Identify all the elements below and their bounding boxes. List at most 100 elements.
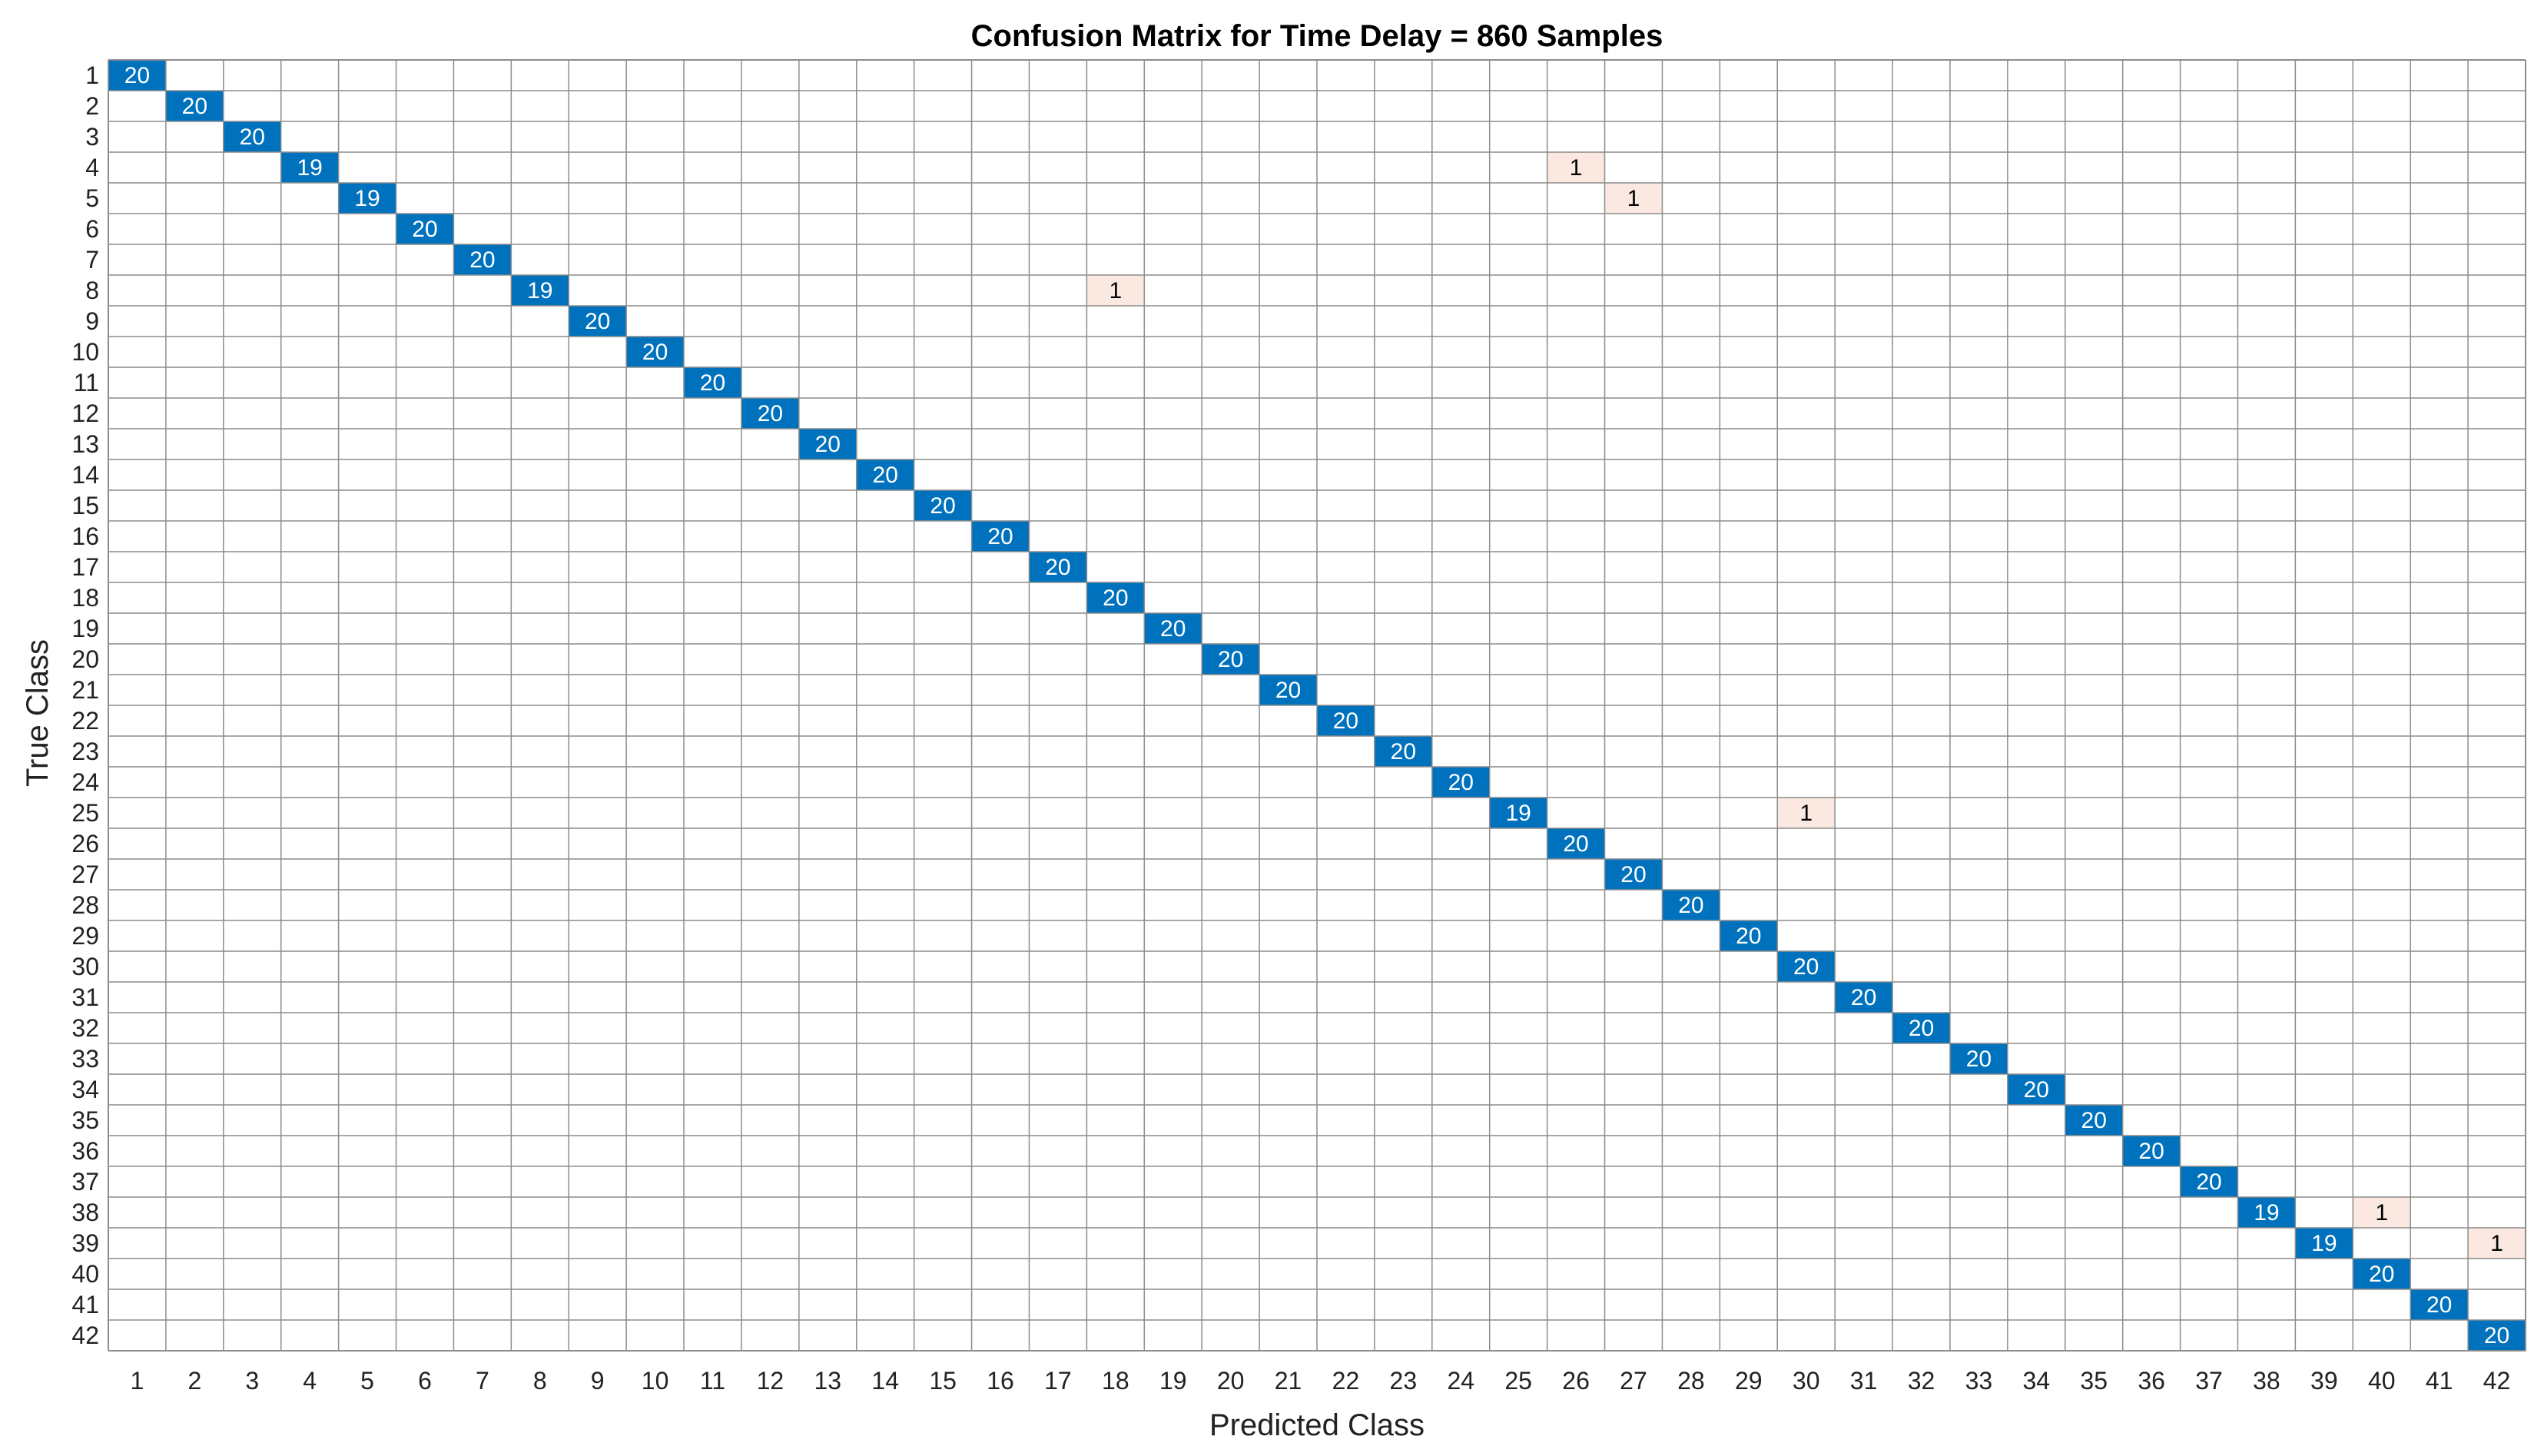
diagonal-cell [2007, 1074, 2065, 1105]
y-tick-label: 19 [71, 615, 99, 642]
x-tick-label: 3 [245, 1367, 259, 1395]
y-tick-label: 12 [71, 400, 99, 427]
x-tick-label: 23 [1390, 1367, 1418, 1395]
x-tick-label: 42 [2483, 1367, 2511, 1395]
diagonal-cell-value: 20 [1736, 924, 1761, 949]
error-cell-value: 1 [1799, 801, 1813, 826]
diagonal-cell [1202, 644, 1260, 675]
diagonal-cell [2353, 1259, 2411, 1289]
diagonal-cell [511, 275, 569, 306]
y-tick-label: 26 [71, 830, 99, 857]
x-tick-label: 33 [1965, 1367, 1993, 1395]
y-tick-label: 14 [71, 461, 99, 489]
y-tick-label: 6 [85, 215, 99, 243]
y-tick-label: 36 [71, 1137, 99, 1165]
diagonal-cell-value: 20 [1678, 893, 1703, 918]
diagonal-cell [1086, 582, 1145, 613]
diagonal-cell-value: 20 [2196, 1169, 2221, 1195]
x-axis-label: Predicted Class [1209, 1408, 1425, 1442]
diagonal-cell [1777, 951, 1836, 982]
diagonal-cell [1029, 552, 1087, 582]
diagonal-cell-value: 20 [2484, 1323, 2509, 1348]
y-tick-label: 17 [71, 553, 99, 581]
y-tick-label: 7 [85, 246, 99, 274]
y-tick-label: 32 [71, 1014, 99, 1042]
y-tick-label: 41 [71, 1291, 99, 1318]
y-tick-label: 25 [71, 799, 99, 827]
diagonal-cell-value: 20 [2369, 1262, 2394, 1287]
y-tick-label: 39 [71, 1229, 99, 1257]
diagonal-cell [338, 183, 396, 214]
y-tick-label: 15 [71, 492, 99, 519]
y-tick-label: 1 [85, 61, 99, 89]
diagonal-cell-value: 20 [182, 94, 207, 119]
diagonal-cell-value: 20 [585, 309, 610, 334]
diagonal-cell [223, 121, 281, 152]
x-tick-label: 7 [476, 1367, 489, 1395]
x-tick-label: 13 [814, 1367, 842, 1395]
x-tick-label: 39 [2310, 1367, 2338, 1395]
diagonal-cell-value: 20 [873, 463, 898, 488]
y-tick-label: 30 [71, 953, 99, 980]
x-tick-label: 1 [131, 1367, 144, 1395]
diagonal-cell [684, 367, 741, 398]
diagonal-cell [2065, 1105, 2123, 1136]
diagonal-cell-value: 20 [815, 432, 841, 457]
diagonal-cell [1374, 736, 1432, 767]
y-tick-label: 29 [71, 922, 99, 950]
x-tick-label: 32 [1908, 1367, 1935, 1395]
y-tick-label: 8 [85, 277, 99, 304]
diagonal-cell [1547, 828, 1605, 859]
diagonal-cell-value: 20 [469, 247, 495, 273]
y-axis-ticks: 1234567891011121314151617181920212223242… [71, 61, 99, 1349]
diagonal-cell [569, 306, 627, 337]
diagonal-cell-value: 20 [1391, 739, 1416, 764]
diagonal-cell [2122, 1136, 2181, 1166]
diagonal-cell [856, 459, 914, 490]
y-tick-label: 24 [71, 768, 99, 796]
y-tick-label: 22 [71, 707, 99, 735]
diagonal-cell-value: 20 [2426, 1292, 2452, 1318]
diagonal-cell [1604, 859, 1663, 890]
x-tick-label: 28 [1677, 1367, 1705, 1395]
diagonal-cell [626, 337, 685, 367]
x-tick-label: 24 [1447, 1367, 1474, 1395]
diagonal-cell-value: 20 [1275, 678, 1301, 703]
diagonal-cell [2180, 1166, 2238, 1197]
y-tick-label: 18 [71, 584, 99, 612]
diagonal-cell-value: 20 [1333, 708, 1358, 734]
x-tick-label: 15 [929, 1367, 957, 1395]
diagonal-cell [2295, 1228, 2353, 1259]
y-tick-label: 20 [71, 645, 99, 673]
x-tick-label: 10 [642, 1367, 669, 1395]
diagonal-cell-value: 20 [124, 63, 150, 88]
diagonal-cell [971, 521, 1030, 552]
x-tick-label: 26 [1562, 1367, 1590, 1395]
matrix-grid [108, 59, 2526, 1352]
matrix-cell-labels: 20 20 20 19 19 20 20 19 20 20 20 20 20 20 20 20 20 20 20 20… [124, 63, 2509, 1348]
diagonal-cell-value: 20 [987, 524, 1013, 549]
x-tick-label: 11 [700, 1367, 725, 1395]
diagonal-cell [165, 91, 224, 121]
x-tick-label: 31 [1850, 1367, 1878, 1395]
y-tick-label: 5 [85, 184, 99, 212]
x-tick-label: 38 [2253, 1367, 2280, 1395]
diagonal-cell [108, 60, 166, 91]
y-tick-label: 37 [71, 1168, 99, 1196]
diagonal-cell [798, 429, 857, 459]
matrix-cells [108, 60, 2526, 1351]
error-cell [1777, 798, 1836, 828]
x-tick-label: 17 [1044, 1367, 1072, 1395]
diagonal-cell-value: 19 [2254, 1200, 2279, 1225]
error-cell-value: 1 [1570, 155, 1583, 181]
diagonal-cell-value: 20 [1103, 585, 1128, 611]
diagonal-cell-value: 20 [642, 340, 668, 365]
diagonal-cell [1144, 613, 1202, 644]
x-tick-label: 35 [2080, 1367, 2108, 1395]
x-tick-label: 40 [2368, 1367, 2396, 1395]
diagonal-cell [1720, 920, 1778, 951]
diagonal-cell-value: 20 [758, 401, 783, 426]
x-tick-label: 34 [2023, 1367, 2051, 1395]
y-tick-label: 31 [71, 983, 99, 1011]
